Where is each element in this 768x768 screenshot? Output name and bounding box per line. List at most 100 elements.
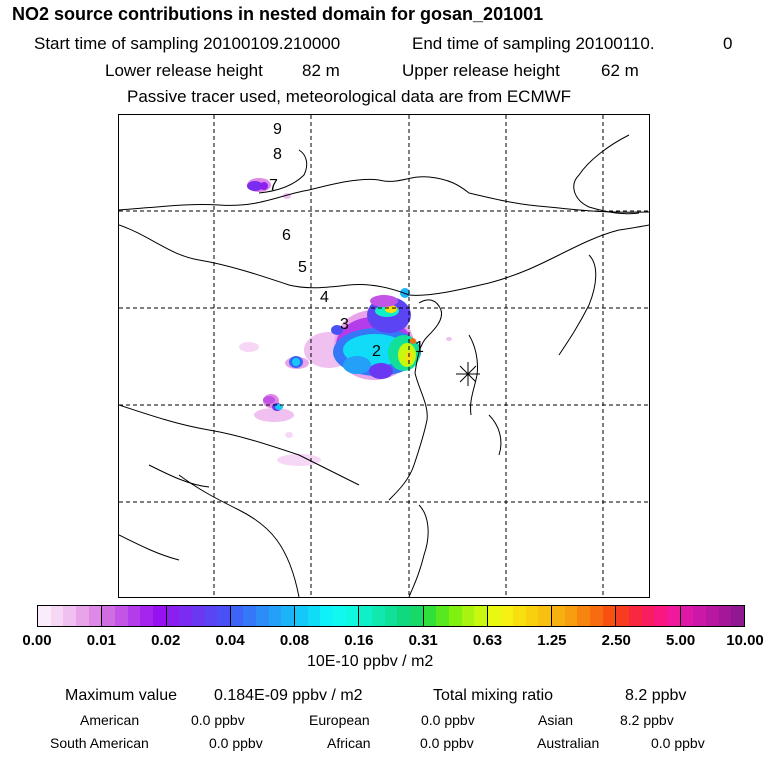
colorbar-swatch — [371, 606, 385, 626]
colorbar-swatch — [500, 606, 514, 626]
end-time-label: End time of sampling 20100110. — [412, 34, 655, 53]
colorbar-swatch — [616, 606, 630, 626]
colorbar-segment — [616, 606, 681, 626]
colorbar-swatch — [281, 606, 295, 626]
tracer-note: Passive tracer used, meteorological data… — [127, 87, 572, 106]
colorbar-swatch — [525, 606, 539, 626]
colorbar-segment — [102, 606, 167, 626]
map-canvas — [119, 115, 649, 597]
colorbar-swatch — [423, 606, 437, 626]
colorbar-tick-label: 10.00 — [726, 632, 764, 649]
colorbar-swatch — [191, 606, 205, 626]
colorbar-tick-label: 0.16 — [344, 632, 374, 649]
colorbar-swatch — [320, 606, 334, 626]
colorbar-swatch — [256, 606, 269, 626]
colorbar-swatch — [397, 606, 410, 626]
colorbar-swatch — [114, 606, 128, 626]
colorbar-swatch — [384, 606, 398, 626]
colorbar-tick-label: 0.01 — [86, 632, 116, 649]
region-asian-name: Asian — [538, 712, 574, 728]
max-value: 0.184E-09 ppbv / m2 — [214, 687, 363, 704]
colorbar-tick-label: 5.00 — [666, 632, 696, 649]
colorbar-swatch — [602, 606, 616, 626]
colorbar-tick-label: 0.63 — [472, 632, 503, 649]
upper-release-label: Upper release height — [402, 61, 560, 80]
colorbar-swatch — [88, 606, 102, 626]
colorbar-swatch — [38, 606, 51, 626]
colorbar-segment — [487, 606, 553, 626]
region-european-value: 0.0 ppbv — [421, 712, 475, 728]
trajectory-label-4: 4 — [320, 289, 329, 306]
colorbar-swatch — [75, 606, 89, 626]
colorbar-swatch — [333, 606, 346, 626]
colorbar-swatch — [629, 606, 642, 626]
colorbar-segment — [423, 606, 488, 626]
region-australian-value: 0.0 ppbv — [651, 735, 705, 751]
colorbar-tick-label: 0.00 — [22, 632, 52, 649]
trajectory-label-5: 5 — [298, 259, 307, 276]
colorbar-swatch — [102, 606, 115, 626]
colorbar-swatch — [307, 606, 321, 626]
colorbar-swatch — [448, 606, 462, 626]
map-panel: 9 8 7 6 5 4 3 2 1 — [118, 114, 650, 598]
colorbar-swatch — [641, 606, 655, 626]
colorbar-swatch — [513, 606, 526, 626]
max-value-label: Maximum value — [65, 687, 178, 704]
colorbar-swatch — [152, 606, 166, 626]
colorbar-segment — [295, 606, 360, 626]
colorbar-swatch — [680, 606, 694, 626]
trajectory-label-7: 7 — [269, 177, 278, 194]
colorbar-swatch — [474, 606, 487, 626]
region-asian-value: 8.2 ppbv — [620, 712, 674, 728]
colorbar-tick-label: 0.04 — [215, 632, 245, 649]
colorbar-swatch — [243, 606, 257, 626]
colorbar-segment — [359, 606, 424, 626]
colorbar-segment — [680, 606, 744, 626]
colorbar-swatch — [140, 606, 153, 626]
trajectory-label-3: 3 — [340, 316, 349, 333]
colorbar-swatch — [693, 606, 706, 626]
end-time-suffix: 0 — [723, 34, 733, 53]
colorbar-swatch — [577, 606, 591, 626]
plot-title: NO2 source contributions in nested domai… — [12, 4, 544, 24]
colorbar-swatch — [487, 606, 501, 626]
colorbar-tick-label: 2.50 — [601, 632, 631, 649]
colorbar-tick-label: 0.02 — [151, 632, 181, 649]
colorbar-swatch — [63, 606, 76, 626]
region-south-american-value: 0.0 ppbv — [209, 735, 263, 751]
colorbar-segment — [38, 606, 103, 626]
concentration-plume — [239, 178, 452, 466]
colorbar-swatch — [268, 606, 282, 626]
total-mixing-label: Total mixing ratio — [433, 687, 554, 704]
colorbar-tick-label: 1.25 — [537, 632, 567, 649]
trajectory-label-1: 1 — [415, 339, 424, 356]
colorbar-tick-label: 0.31 — [408, 632, 438, 649]
colorbar-segment — [230, 606, 296, 626]
colorbar-swatch — [295, 606, 308, 626]
colorbar-swatch — [590, 606, 603, 626]
trajectory-label-8: 8 — [273, 146, 282, 163]
lat-lon-grid — [119, 115, 649, 597]
colorbar-swatch — [461, 606, 475, 626]
colorbar-segment — [166, 606, 231, 626]
colorbar-swatch — [409, 606, 423, 626]
colorbar-swatch — [204, 606, 218, 626]
colorbar-segment — [552, 606, 617, 626]
region-south-american-name: South American — [50, 735, 149, 751]
colorbar-swatch — [127, 606, 141, 626]
colorbar-swatch — [359, 606, 372, 626]
start-time-label: Start time of sampling 20100109.210000 — [34, 34, 341, 53]
region-african-name: African — [327, 735, 371, 751]
colorbar-swatch — [179, 606, 192, 626]
region-european-name: European — [309, 712, 370, 728]
colorbar-swatch — [718, 606, 732, 626]
colorbar-swatch — [654, 606, 668, 626]
colorbar-swatch — [667, 606, 680, 626]
colorbar-tick-label: 0.08 — [279, 632, 310, 649]
region-african-value: 0.0 ppbv — [420, 735, 474, 751]
region-american-value: 0.0 ppbv — [191, 712, 245, 728]
colorbar-swatch — [217, 606, 230, 626]
trajectory-label-9: 9 — [273, 121, 282, 138]
region-australian-name: Australian — [537, 735, 600, 751]
total-mixing-value: 8.2 ppbv — [625, 687, 687, 704]
